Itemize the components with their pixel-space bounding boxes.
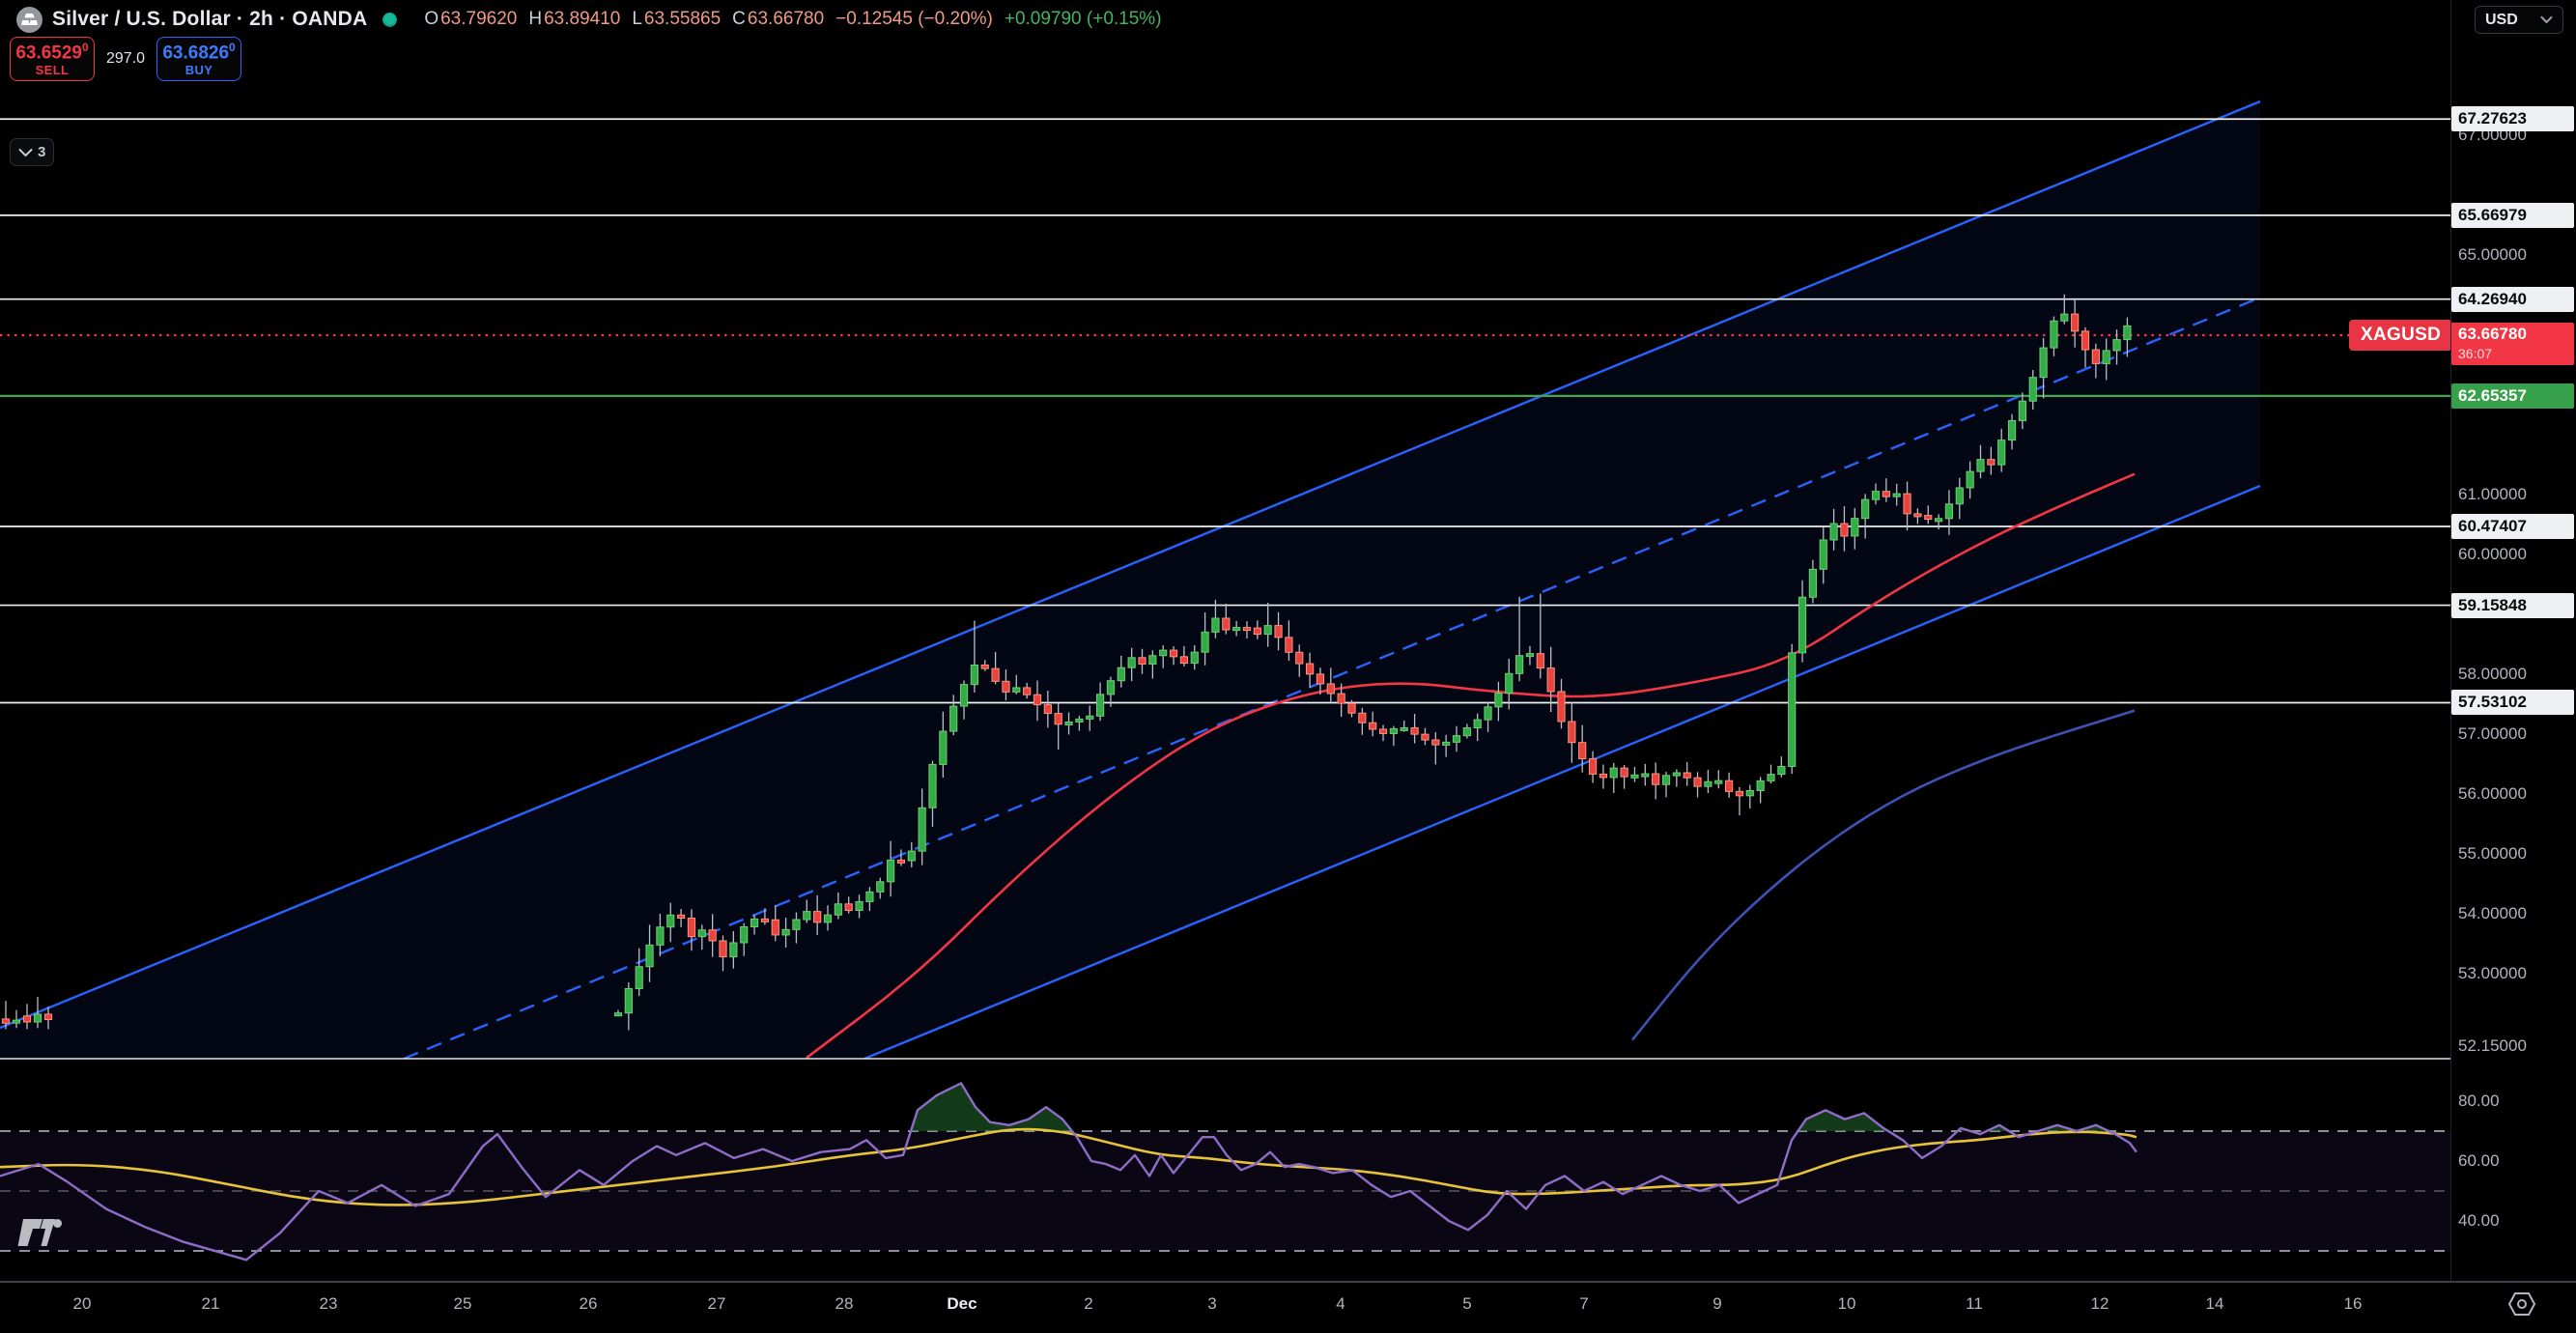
axis-separator (2450, 0, 2451, 1281)
price-tick: 61.00000 (2458, 485, 2527, 504)
price-tick: 58.00000 (2458, 665, 2527, 684)
time-tick: 12 (2090, 1294, 2109, 1313)
time-tick: 20 (72, 1294, 92, 1313)
sell-price: 63.6529 (15, 42, 82, 63)
time-tick: 9 (1713, 1294, 1722, 1313)
indicator-tick: 40.00 (2458, 1211, 2500, 1230)
price-tick: 65.00000 (2458, 245, 2527, 265)
time-tick: 10 (1837, 1294, 1856, 1313)
spread-value: 297.0 (106, 50, 146, 67)
level-price-badge: 67.27623 (2451, 106, 2574, 132)
buy-label: BUY (184, 62, 213, 77)
time-tick: 25 (453, 1294, 472, 1313)
time-tick: 11 (1966, 1294, 1983, 1313)
object-tree-collapse-chip[interactable]: 3 (10, 138, 55, 166)
time-tick: 23 (319, 1294, 338, 1313)
time-tick: 5 (1462, 1294, 1472, 1313)
open-value: 63.79620 (440, 9, 518, 29)
time-tick: 14 (2205, 1294, 2224, 1313)
sell-button[interactable]: 63.65290 SELL (10, 37, 95, 81)
price-tick: 52.15000 (2458, 1036, 2527, 1055)
buy-price-pip: 0 (229, 40, 236, 54)
time-tick: 16 (2343, 1294, 2363, 1313)
time-tick: 4 (1336, 1294, 1345, 1313)
low-label: L (632, 9, 642, 29)
level-price-badge: 59.15848 (2451, 592, 2574, 618)
trade-panel: 63.65290 SELL 297.0 63.68260 BUY (10, 37, 242, 81)
sell-label: SELL (35, 62, 70, 77)
level-price-badge: 57.53102 (2451, 690, 2574, 716)
symbol-title[interactable]: Silver / U.S. Dollar · 2h · OANDA (52, 8, 368, 30)
low-value: 63.55865 (643, 9, 722, 29)
open-label: O (424, 9, 439, 29)
close-label: C (732, 9, 746, 29)
high-label: H (528, 9, 543, 29)
buy-button[interactable]: 63.68260 BUY (156, 37, 242, 81)
time-axis[interactable]: 20 21 23 25 26 27 28 Dec 2 3 4 5 7 9 10 11 12 14 16 (0, 1283, 2450, 1333)
price-tick: 53.00000 (2458, 964, 2527, 983)
currency-selector[interactable]: USD (2475, 6, 2563, 34)
chevron-down-icon (18, 148, 33, 156)
sell-price-pip: 0 (82, 40, 89, 54)
level-price-badge: 64.26940 (2451, 286, 2574, 312)
axis-settings-icon[interactable] (2507, 1291, 2536, 1321)
price-tick: 56.00000 (2458, 784, 2527, 804)
object-count: 3 (38, 144, 46, 160)
time-tick: 7 (1579, 1294, 1589, 1313)
buy-price: 63.6826 (162, 42, 230, 63)
close-value: 63.66780 (747, 9, 825, 29)
time-tick: Dec (947, 1294, 977, 1313)
level-price-badge: 65.66979 (2451, 202, 2574, 228)
time-tick: 21 (201, 1294, 220, 1313)
ohlc-readout: O 63.79620 H 63.89410 L 63.55865 C 63.66780 … (412, 9, 1161, 30)
change-value: −0.12545 (−0.20%) (835, 9, 993, 29)
price-axis[interactable]: 67.00000 65.00000 61.00000 60.00000 58.00000… (2451, 0, 2576, 1281)
chevron-down-icon (2540, 15, 2553, 23)
current-price-badge: 63.66780 36:07 (2451, 322, 2574, 366)
currency-value: USD (2485, 11, 2518, 28)
alert-price-badge: 62.65357 (2451, 383, 2574, 409)
chart-header: Silver / U.S. Dollar · 2h · OANDA O 63.79… (0, 0, 2450, 39)
silver-symbol-icon (16, 6, 42, 33)
level-price-badge: 60.47407 (2451, 514, 2574, 539)
time-tick: 3 (1207, 1294, 1217, 1313)
market-open-dot[interactable] (382, 12, 398, 27)
indicator-tick: 60.00 (2458, 1151, 2500, 1170)
time-tick: 26 (579, 1294, 598, 1313)
time-tick: 28 (835, 1294, 854, 1313)
time-tick: 2 (1084, 1294, 1093, 1313)
time-tick: 27 (707, 1294, 726, 1313)
time-axis-separator (0, 1281, 2576, 1283)
price-tick: 54.00000 (2458, 904, 2527, 923)
price-tick: 57.00000 (2458, 724, 2527, 744)
indicator-tick: 80.00 (2458, 1092, 2500, 1110)
price-tick: 55.00000 (2458, 844, 2527, 864)
price-tick: 60.00000 (2458, 545, 2527, 564)
symbol-price-label: XAGUSD (2349, 320, 2453, 351)
change-secondary-value: +0.09790 (+0.15%) (1004, 9, 1162, 29)
tradingview-logo[interactable] (17, 1215, 64, 1255)
high-value: 63.89410 (544, 9, 621, 29)
